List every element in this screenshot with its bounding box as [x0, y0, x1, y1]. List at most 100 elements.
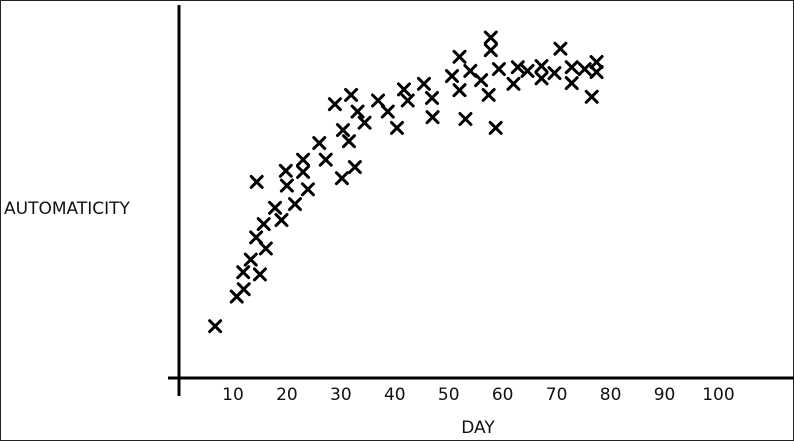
point: [312, 136, 327, 151]
point-cross: [474, 73, 489, 88]
point: [547, 66, 562, 81]
point-cross: [336, 123, 350, 138]
point-cross: [564, 76, 579, 91]
point-cross: [268, 200, 283, 215]
point: [491, 62, 506, 77]
point: [256, 217, 271, 232]
point: [458, 112, 473, 126]
point-cross: [371, 93, 386, 108]
point: [243, 252, 258, 267]
point-cross: [510, 60, 525, 75]
x-tick-label: 80: [600, 385, 622, 405]
point: [520, 63, 535, 78]
point-cross: [400, 93, 415, 108]
point: [425, 110, 440, 125]
point-cross: [520, 63, 535, 78]
point: [452, 83, 467, 98]
point-cross: [300, 182, 315, 197]
point: [334, 171, 349, 186]
point-cross: [483, 43, 498, 58]
point-cross: [278, 163, 293, 178]
point: [506, 76, 521, 91]
point: [564, 76, 579, 91]
point-cross: [274, 213, 289, 228]
point-cross: [236, 282, 251, 297]
point: [274, 213, 289, 228]
point-cross: [547, 66, 562, 81]
point: [510, 60, 525, 75]
point: [236, 282, 251, 297]
point: [474, 73, 489, 88]
point-cross: [534, 71, 549, 86]
point: [208, 319, 223, 334]
point: [287, 197, 302, 212]
point-cross: [483, 30, 498, 45]
point-cross: [553, 41, 568, 56]
x-tick-label: 10: [222, 385, 244, 405]
x-tick-label: 90: [654, 385, 676, 405]
point-cross: [564, 60, 579, 75]
point-cross: [584, 89, 599, 104]
point-cross: [243, 252, 258, 267]
point: [249, 230, 264, 245]
point-cross: [334, 171, 349, 186]
point-cross: [208, 319, 223, 334]
point: [589, 55, 604, 70]
point: [268, 200, 283, 215]
point-cross: [312, 136, 327, 151]
point-cross: [252, 267, 267, 282]
point: [589, 65, 604, 80]
x-tick-label: 70: [546, 385, 568, 405]
point-cross: [425, 90, 440, 105]
x-tick-label: 50: [438, 385, 460, 405]
point-cross: [425, 110, 440, 125]
point-cross: [249, 230, 264, 245]
point: [371, 93, 386, 108]
point-cross: [279, 178, 294, 193]
point: [534, 71, 549, 86]
point-cross: [452, 49, 467, 64]
point: [396, 82, 411, 97]
point: [336, 123, 350, 138]
point-cross: [396, 82, 411, 97]
point-cross: [506, 76, 521, 91]
x-axis-label: DAY: [461, 418, 495, 438]
point: [300, 182, 315, 197]
point-cross: [236, 265, 251, 280]
x-tick-label: 100: [702, 385, 734, 405]
point-cross: [416, 76, 431, 91]
point: [318, 152, 333, 167]
point: [488, 120, 503, 135]
point: [577, 62, 592, 77]
point: [279, 178, 294, 193]
point-cross: [258, 241, 273, 256]
point: [327, 97, 342, 112]
point-cross: [534, 59, 549, 74]
point: [389, 120, 404, 135]
point-cross: [357, 115, 372, 130]
x-tick-label: 60: [492, 385, 514, 405]
point: [584, 89, 599, 104]
point: [416, 76, 431, 91]
point-cross: [344, 87, 359, 102]
point-cross: [249, 174, 264, 189]
point: [463, 63, 478, 78]
point-cross: [389, 120, 404, 135]
point-cross: [577, 62, 592, 77]
point-cross: [327, 97, 342, 112]
point: [252, 267, 267, 282]
y-axis-label: AUTOMATICITY: [4, 199, 130, 219]
point-cross: [589, 55, 604, 70]
point: [481, 87, 496, 102]
point-cross: [318, 152, 333, 167]
point: [534, 59, 549, 74]
point-cross: [452, 83, 467, 98]
point: [357, 115, 372, 130]
point: [278, 163, 293, 178]
point-cross: [589, 65, 604, 80]
point: [444, 69, 459, 84]
x-tick-label: 20: [276, 385, 298, 405]
point-cross: [287, 197, 302, 212]
point-cross: [256, 217, 271, 232]
